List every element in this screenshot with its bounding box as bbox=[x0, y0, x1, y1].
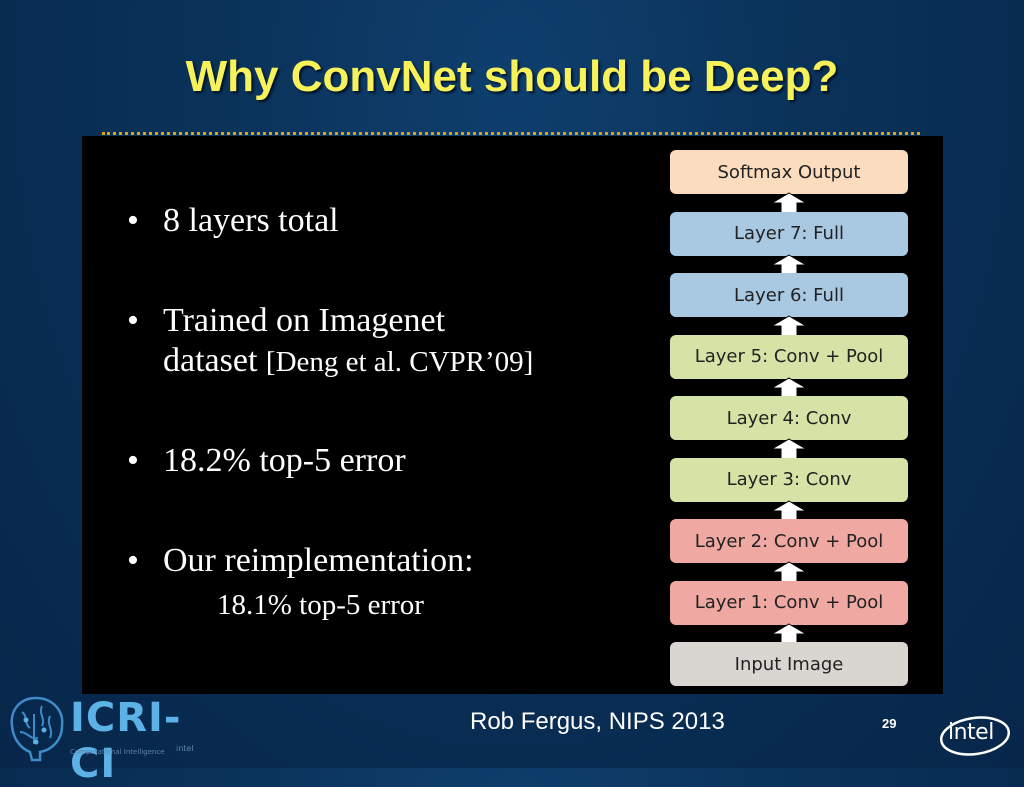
up-arrow-icon bbox=[770, 438, 808, 460]
title-divider bbox=[102, 132, 920, 135]
bullet-dot: • bbox=[127, 542, 139, 579]
layer-box: Input Image bbox=[670, 642, 908, 686]
icri-ci-logo-text: ICRI-CI bbox=[70, 695, 182, 787]
bullet-continuation-text: dataset bbox=[163, 342, 258, 379]
layer-box: Layer 2: Conv + Pool bbox=[670, 519, 908, 563]
up-arrow-icon bbox=[770, 192, 808, 214]
bullet-text: 8 layers total bbox=[163, 202, 339, 239]
page-number: 29 bbox=[882, 716, 897, 731]
icri-ci-intel-mark: intel bbox=[176, 744, 194, 753]
intel-swoosh-icon bbox=[939, 716, 1011, 756]
content-panel: • 8 layers total • Trained on Imagenet d… bbox=[82, 136, 943, 694]
citation-text: [Deng et al. CVPR’09] bbox=[265, 346, 534, 378]
brain-icon bbox=[10, 696, 64, 762]
layer-box: Layer 6: Full bbox=[670, 273, 908, 317]
icri-ci-logo: ICRI-CI Computational Intelligence intel bbox=[6, 694, 206, 787]
layer-box: Layer 4: Conv bbox=[670, 396, 908, 440]
layer-label: Layer 5: Conv + Pool bbox=[694, 346, 884, 367]
layer-box: Layer 5: Conv + Pool bbox=[670, 334, 908, 379]
intel-logo: intel bbox=[938, 712, 1012, 760]
bullet-dot: • bbox=[127, 302, 139, 339]
layer-label: Layer 2: Conv + Pool bbox=[694, 530, 884, 552]
icri-ci-logo-subtitle: Computational Intelligence bbox=[70, 748, 165, 756]
bullet-continuation: dataset [Deng et al. CVPR’09] bbox=[163, 342, 533, 381]
bullet-subtext: 18.1% top-5 error bbox=[217, 589, 424, 621]
bullet-dot: • bbox=[127, 442, 139, 479]
intel-logo-text: intel bbox=[948, 720, 994, 745]
bullet-text: Our reimplementation: bbox=[163, 542, 474, 579]
layer-label: Layer 1: Conv + Pool bbox=[694, 592, 884, 613]
layer-box: Layer 1: Conv + Pool bbox=[670, 580, 908, 625]
layer-box: Layer 7: Full bbox=[670, 211, 908, 256]
layer-label: Layer 6: Full bbox=[734, 284, 844, 306]
up-arrow-icon bbox=[770, 561, 808, 583]
layer-label: Layer 3: Conv bbox=[726, 469, 852, 490]
bullet-dot: • bbox=[127, 202, 139, 239]
footer-author: Rob Fergus, NIPS 2013 bbox=[470, 708, 725, 735]
layer-box: Layer 3: Conv bbox=[670, 457, 908, 502]
layer-box: Softmax Output bbox=[670, 150, 908, 194]
layer-stack-diagram: Softmax Output Layer 7: Full Layer 6: Full… bbox=[670, 150, 910, 686]
layer-label: Layer 7: Full bbox=[734, 223, 844, 244]
layer-label: Softmax Output bbox=[717, 161, 861, 183]
bullet-text: Trained on Imagenet bbox=[163, 302, 446, 339]
up-arrow-icon bbox=[770, 315, 808, 337]
slide-title: Why ConvNet should be Deep? bbox=[185, 52, 839, 101]
layer-label: Layer 4: Conv bbox=[726, 407, 852, 429]
layer-label: Input Image bbox=[734, 653, 844, 675]
bullet-text: 18.2% top-5 error bbox=[163, 442, 406, 479]
